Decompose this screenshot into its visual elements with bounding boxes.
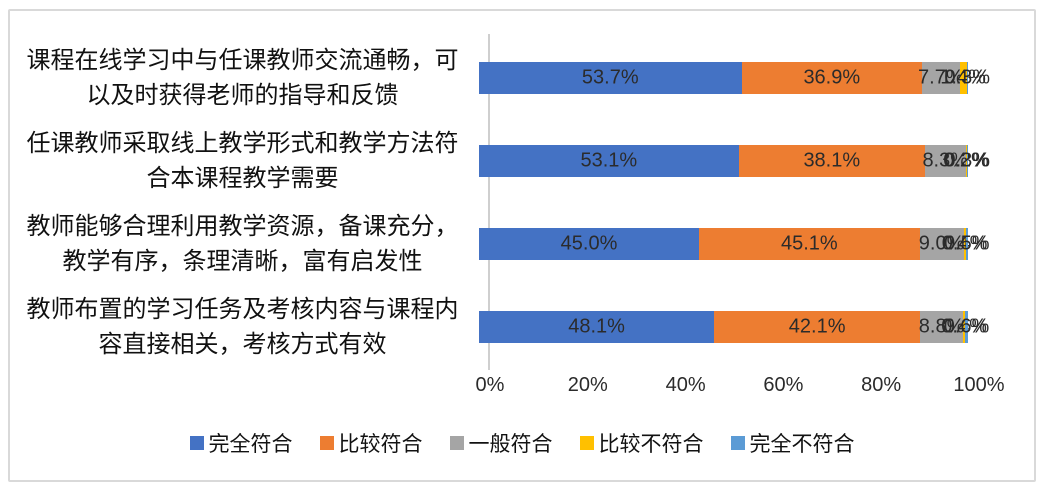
data-label: 0.6% <box>943 315 990 337</box>
y-axis-line <box>488 34 490 370</box>
bar-segment-完全符合: 53.7% <box>479 61 742 94</box>
bar-segment-完全符合: 48.1% <box>479 310 715 343</box>
bar-segment-比较不符合: 0.2% <box>943 144 989 177</box>
data-label: 45.0% <box>560 232 618 254</box>
bar-segment-比较不符合: 0.4% <box>941 310 987 343</box>
chart-row: 教师能够合理利用教学资源，备课充分，教学有序，条理清晰，富有启发性 45.0% 45… <box>20 202 990 285</box>
legend-swatch-icon <box>730 436 745 450</box>
data-label: 0.4% <box>941 315 987 338</box>
category-label: 课程在线学习中与任课教师交流通畅，可以及时获得老师的指导和反馈 <box>26 46 459 109</box>
bar-segment-比较不符合: 0.4% <box>942 227 987 260</box>
category-label: 教师布置的学习任务及考核内容与课程内容直接相关，考核方式有效 <box>26 295 459 358</box>
data-label: 45.1% <box>780 232 838 254</box>
bar-segment-比较符合: 45.1% <box>699 227 920 260</box>
bar-track: 53.7% 36.9% 7.7% 1.4% 0.3% <box>479 61 990 94</box>
chart-row: 课程在线学习中与任课教师交流通畅，可以及时获得老师的指导和反馈 53.7% 36.9… <box>20 36 991 119</box>
data-label: 1.4% <box>940 66 986 88</box>
legend-label: 完全符合 <box>208 433 293 456</box>
x-axis-tick: 20% <box>567 374 608 396</box>
bar-segment-完全不符合: 0.5% <box>944 227 990 260</box>
data-label: 0.3% <box>944 66 991 88</box>
chart-row: 任课教师采取线上教学形式和教学方法符合本课程教学需要 53.1% 38.1% 8.3%… <box>20 119 991 202</box>
bar-segment-完全符合: 53.1% <box>479 144 739 177</box>
legend-label: 比较不符合 <box>598 433 704 456</box>
bar-track: 53.1% 38.1% 8.3%0.2%0.3% <box>479 144 990 177</box>
category-label: 任课教师采取线上教学形式和教学方法符合本课程教学需要 <box>26 129 459 192</box>
data-label: 8.3% <box>922 149 969 171</box>
data-label: 42.1% <box>788 315 846 337</box>
data-label: 38.1% <box>803 149 861 171</box>
legend-item-比较不符合: 比较不符合 <box>579 428 704 458</box>
bar-segment-完全不符合: 0.3% <box>944 61 990 94</box>
bar-segment-完全不符合: 0.3% <box>944 144 990 177</box>
legend-item-完全不符合: 完全不符合 <box>730 428 855 458</box>
bar-segment-完全不符合: 0.6% <box>944 310 989 343</box>
data-label: 0.2% <box>943 149 989 172</box>
chart-row: 教师布置的学习任务及考核内容与课程内容直接相关，考核方式有效 48.1% 42.1%… <box>20 285 990 368</box>
legend-swatch-icon <box>579 436 594 450</box>
x-axis-tick: 0% <box>475 374 505 396</box>
legend-label: 一般符合 <box>468 433 553 456</box>
bar-segment-一般符合: 9.0% <box>918 227 965 260</box>
bar-segment-比较不符合: 1.4% <box>940 61 986 94</box>
bar-segment-一般符合: 8.8% <box>918 310 965 343</box>
data-label: 0.5% <box>943 232 990 254</box>
bar-segment-一般符合: 8.3% <box>922 144 969 177</box>
x-axis-tick-labels: 0% 20% 40% 60% 80% 100% <box>476 374 1005 400</box>
bar-segment-比较符合: 38.1% <box>738 144 925 177</box>
bar-track: 45.0% 45.1% 9.0%0.4%0.5% <box>479 227 990 260</box>
data-label: 53.1% <box>580 149 638 171</box>
x-axis-tick: 60% <box>763 374 804 396</box>
data-label: 0.3% <box>944 149 991 171</box>
legend-item-比较符合: 比较符合 <box>319 428 423 458</box>
legend-item-完全符合: 完全符合 <box>189 428 293 458</box>
data-label: 36.9% <box>803 66 861 88</box>
x-axis-tick: 100% <box>953 374 1005 396</box>
plot-area: 课程在线学习中与任课教师交流通畅，可以及时获得老师的指导和反馈 53.7% 36.9… <box>20 36 991 368</box>
legend-label: 比较符合 <box>338 433 423 456</box>
legend-swatch-icon <box>449 436 464 450</box>
legend-item-一般符合: 一般符合 <box>449 428 553 458</box>
data-label: 9.0% <box>918 232 965 254</box>
bar-segment-一般符合: 7.7% <box>918 61 964 94</box>
data-label: 0.4% <box>942 232 988 255</box>
x-axis-tick: 40% <box>665 374 706 396</box>
data-label: 8.8% <box>918 315 965 337</box>
legend: 完全符合 比较符合 一般符合 比较不符合 完全不符合 <box>0 428 1044 458</box>
bar-segment-完全符合: 45.0% <box>479 227 700 260</box>
bar-track: 48.1% 42.1% 8.8%0.4%0.6% <box>479 310 989 343</box>
legend-swatch-icon <box>189 436 204 450</box>
data-label: 53.7% <box>581 66 639 88</box>
bar-segment-比较符合: 42.1% <box>714 310 921 343</box>
category-label: 教师能够合理利用教学资源，备课充分，教学有序，条理清晰，富有启发性 <box>26 212 459 275</box>
legend-label: 完全不符合 <box>749 433 855 456</box>
bar-segment-比较符合: 36.9% <box>741 61 923 94</box>
data-label: 48.1% <box>568 315 625 337</box>
data-label: 7.7% <box>918 66 964 88</box>
x-axis-tick: 80% <box>861 374 902 396</box>
legend-swatch-icon <box>319 436 334 450</box>
